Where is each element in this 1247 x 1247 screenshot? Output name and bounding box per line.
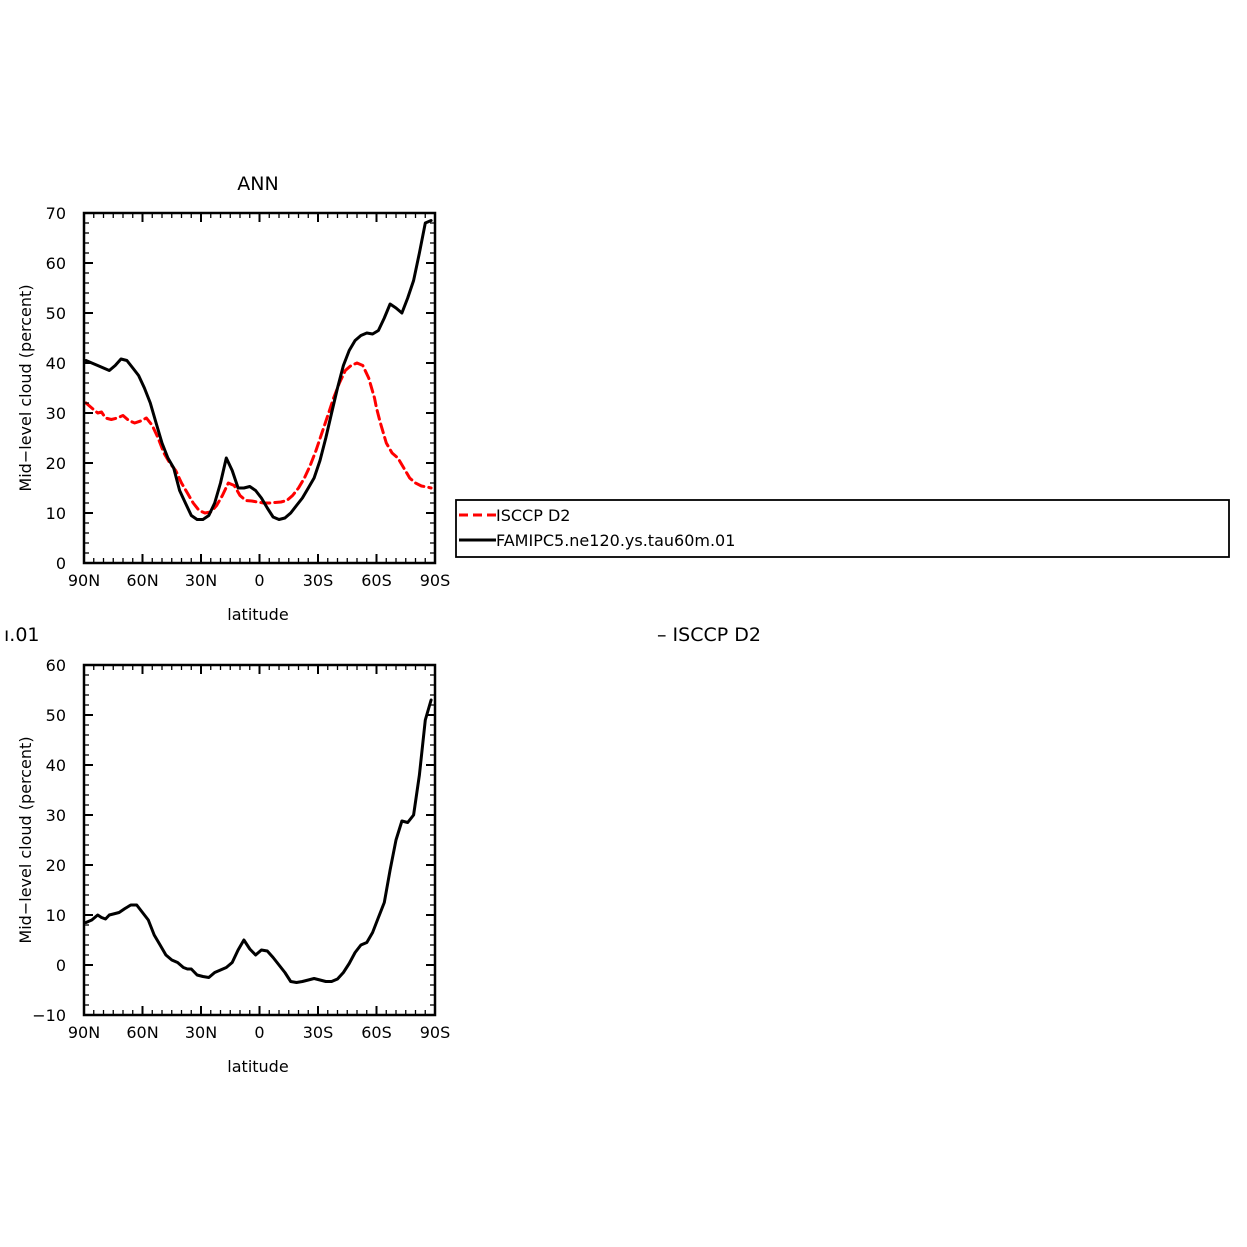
top-xtick-label: 0 bbox=[254, 571, 264, 590]
top-panel: ANN 90N 60N 30N 0 30S 60S 90S 0 10 20 30 40 50 60 70 l… bbox=[16, 173, 450, 624]
bottom-xtick-label: 60N bbox=[126, 1023, 158, 1042]
top-ytick-label: 0 bbox=[56, 554, 66, 573]
legend-box bbox=[455, 499, 1230, 558]
top-xtick-label: 60S bbox=[361, 571, 392, 590]
bottom-ytick-label: 10 bbox=[46, 906, 66, 925]
diff-title-fragment-left: ı.01 bbox=[4, 624, 40, 646]
top-xtick-label: 90S bbox=[420, 571, 451, 590]
bottom-series-difference-line bbox=[84, 698, 433, 984]
bottom-xtick-label: 90S bbox=[420, 1023, 451, 1042]
top-panel-xlabel: latitude bbox=[227, 605, 288, 624]
top-series-isccp-d2-line bbox=[84, 361, 433, 515]
bottom-ytick-label: 40 bbox=[46, 756, 66, 775]
bottom-ytick-label: 50 bbox=[46, 706, 66, 725]
bottom-panel-frame bbox=[82, 663, 437, 1017]
top-panel-frame bbox=[82, 211, 437, 565]
bottom-xtick-label: 30S bbox=[303, 1023, 334, 1042]
bottom-xtick-label: 0 bbox=[254, 1023, 264, 1042]
bottom-panel-plot-area bbox=[84, 698, 433, 984]
bottom-panel-axes: 90N 60N 30N 0 30S 60S 90S −10 0 10 20 30 40 50 60 bbox=[32, 656, 450, 1042]
bottom-xtick-label: 90N bbox=[68, 1023, 100, 1042]
top-xtick-label: 90N bbox=[68, 571, 100, 590]
top-xtick-label: 60N bbox=[126, 571, 158, 590]
top-series-famipc5-ne120-ys-tau60m-01-line bbox=[84, 219, 433, 521]
bottom-ytick-label: 0 bbox=[56, 956, 66, 975]
legend-label-model: FAMIPC5.ne120.ys.tau60m.01 bbox=[496, 531, 735, 550]
diff-title-fragment-right: – ISCCP D2 bbox=[657, 624, 761, 646]
bottom-panel-xlabel: latitude bbox=[227, 1057, 288, 1076]
top-ytick-label: 20 bbox=[46, 454, 66, 473]
top-ytick-label: 10 bbox=[46, 504, 66, 523]
bottom-ytick-label: 20 bbox=[46, 856, 66, 875]
top-xtick-label: 30S bbox=[303, 571, 334, 590]
bottom-ytick-label: 60 bbox=[46, 656, 66, 675]
top-ytick-label: 30 bbox=[46, 404, 66, 423]
top-ytick-label: 40 bbox=[46, 354, 66, 373]
bottom-xtick-label: 30N bbox=[185, 1023, 217, 1042]
bottom-ytick-label: −10 bbox=[32, 1006, 66, 1025]
top-ytick-label: 60 bbox=[46, 254, 66, 273]
legend: ISCCP D2 FAMIPC5.ne120.ys.tau60m.01 bbox=[455, 499, 1230, 558]
top-ytick-label: 70 bbox=[46, 204, 66, 223]
legend-label-isccp: ISCCP D2 bbox=[496, 506, 570, 525]
top-panel-title: ANN bbox=[237, 173, 278, 195]
top-xtick-label: 30N bbox=[185, 571, 217, 590]
top-ytick-label: 50 bbox=[46, 304, 66, 323]
bottom-ytick-label: 30 bbox=[46, 806, 66, 825]
bottom-panel-ylabel: Mid−level cloud (percent) bbox=[16, 736, 35, 943]
bottom-xtick-label: 60S bbox=[361, 1023, 392, 1042]
top-panel-ylabel: Mid−level cloud (percent) bbox=[16, 284, 35, 491]
top-panel-plot-area bbox=[84, 219, 433, 521]
bottom-panel: 90N 60N 30N 0 30S 60S 90S −10 0 10 20 30 40 50 60 lati… bbox=[16, 656, 450, 1076]
top-panel-axes: 90N 60N 30N 0 30S 60S 90S 0 10 20 30 40 50 60 70 bbox=[46, 204, 451, 590]
